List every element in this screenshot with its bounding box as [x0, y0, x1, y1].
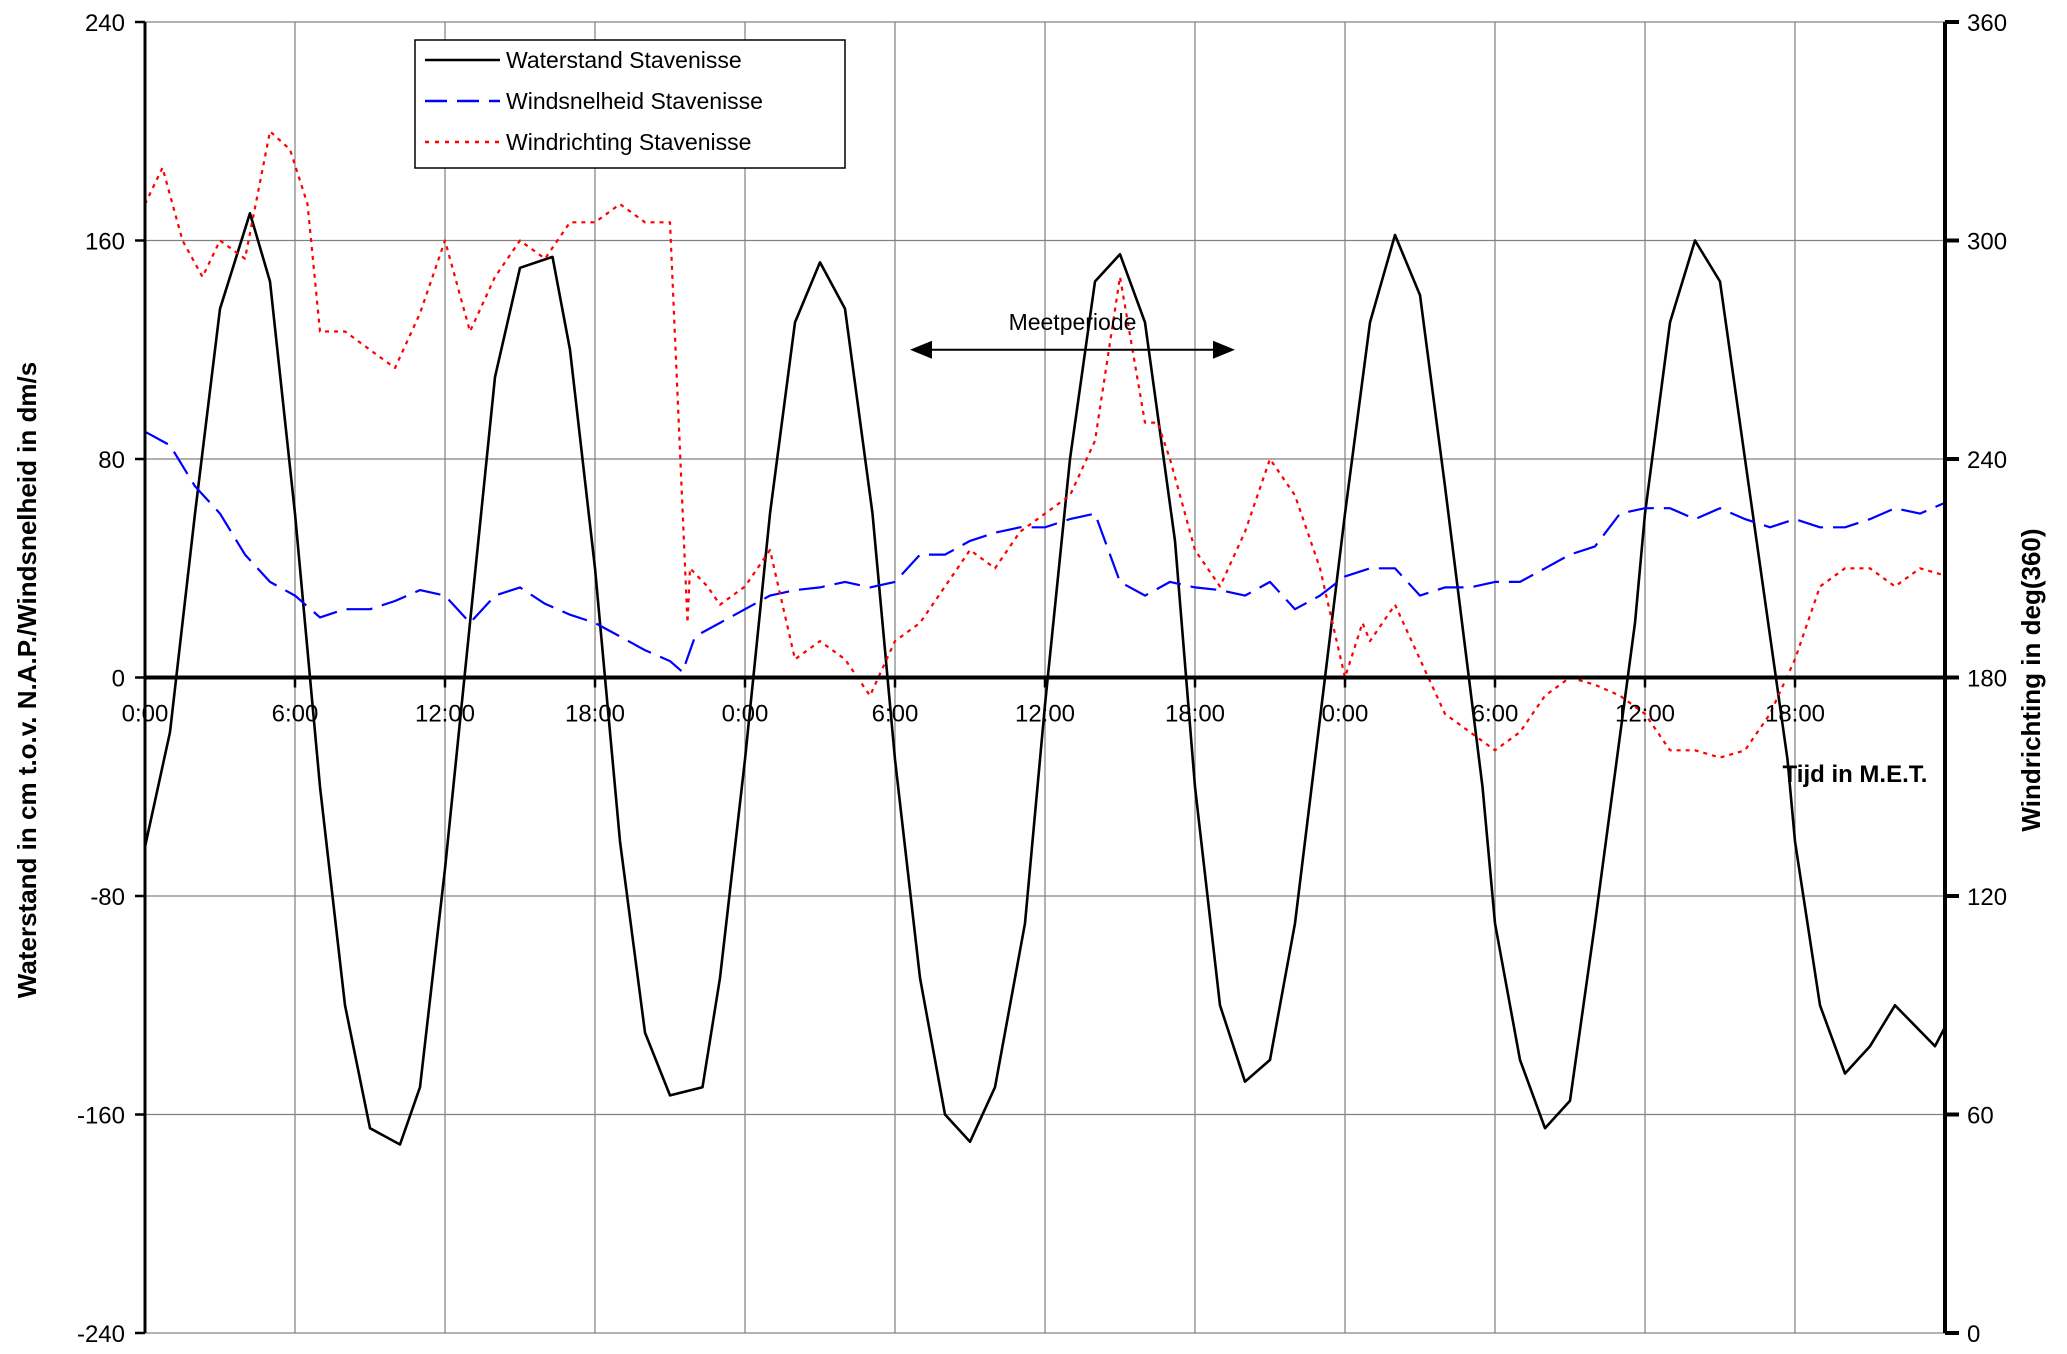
x-tick-label: 12:00: [1615, 701, 1675, 728]
y-tick-label: 0: [112, 666, 125, 693]
x-tick-label: 0:00: [722, 701, 769, 728]
y2-axis-title: Windrichting in deg(360): [2016, 528, 2046, 831]
y-tick-label: -240: [77, 1321, 125, 1348]
y2-tick-label: 240: [1967, 447, 2007, 474]
y-tick-label: 160: [85, 229, 125, 256]
x-tick-label: 0:00: [122, 701, 169, 728]
x-tick-label: 6:00: [1472, 701, 1519, 728]
series-layer: [143, 130, 1947, 1146]
x-tick-label: 6:00: [872, 701, 919, 728]
x-tick-label: 12:00: [1015, 701, 1075, 728]
y2-tick-label: 0: [1967, 1321, 1980, 1348]
y2-tick-label: 360: [1967, 10, 2007, 37]
x-tick-label: 12:00: [415, 701, 475, 728]
y-tick-label: 80: [98, 447, 125, 474]
y2-tick-label: 180: [1967, 666, 2007, 693]
series-line-0: [143, 211, 1947, 1146]
legend-label-windrichting: Windrichting Stavenisse: [506, 129, 751, 155]
y-tick-label: 240: [85, 10, 125, 37]
x-tick-label: 18:00: [1165, 701, 1225, 728]
legend: Waterstand Stavenisse Windsnelheid Stave…: [414, 39, 846, 169]
x-tick-label: 0:00: [1322, 701, 1369, 728]
y-axis-title: Waterstand in cm t.o.v. N.A.P./Windsnelh…: [12, 362, 42, 998]
y2-tick-label: 60: [1967, 1103, 1994, 1130]
ticks: -240 -160 -80 0 80 160 240 0 60 120 180 240 300 360 0:…: [77, 10, 2007, 1348]
legend-label-windsnelheid: Windsnelheid Stavenisse: [506, 88, 763, 114]
x-axis-title: Tijd in M.E.T.: [1783, 761, 1928, 788]
legend-box: [414, 39, 846, 169]
legend-label-waterstand: Waterstand Stavenisse: [506, 47, 742, 73]
annotation-label: Meetperiode: [1009, 309, 1137, 335]
y-tick-label: -160: [77, 1103, 125, 1130]
y2-tick-label: 120: [1967, 884, 2007, 911]
x-tick-label: 6:00: [272, 701, 319, 728]
y2-tick-label: 300: [1967, 229, 2007, 256]
x-tick-label: 18:00: [565, 701, 625, 728]
series-line-1: [144, 430, 1946, 674]
annotation-meetperiode: Meetperiode: [910, 309, 1235, 359]
x-tick-label: 18:00: [1765, 701, 1825, 728]
annotation-arrowhead-right: [1213, 340, 1235, 359]
annotation-arrowhead-left: [910, 340, 932, 359]
y-tick-label: -80: [90, 884, 125, 911]
